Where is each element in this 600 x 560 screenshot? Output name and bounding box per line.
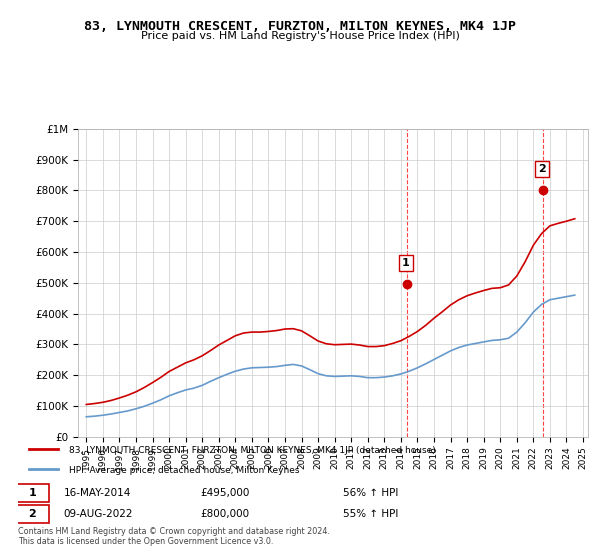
Text: Contains HM Land Registry data © Crown copyright and database right 2024.
This d: Contains HM Land Registry data © Crown c… [18,526,330,546]
Text: 83, LYNMOUTH CRESCENT, FURZTON, MILTON KEYNES, MK4 1JP (detached house): 83, LYNMOUTH CRESCENT, FURZTON, MILTON K… [70,446,436,455]
Text: 1: 1 [28,488,36,498]
Text: 83, LYNMOUTH CRESCENT, FURZTON, MILTON KEYNES, MK4 1JP: 83, LYNMOUTH CRESCENT, FURZTON, MILTON K… [84,20,516,32]
Text: 09-AUG-2022: 09-AUG-2022 [64,509,133,519]
Text: 56% ↑ HPI: 56% ↑ HPI [343,488,398,498]
FancyBboxPatch shape [15,484,49,502]
Text: 55% ↑ HPI: 55% ↑ HPI [343,509,398,519]
Text: £495,000: £495,000 [200,488,250,498]
Text: 2: 2 [538,164,546,174]
Text: £800,000: £800,000 [200,509,250,519]
Text: 1: 1 [402,258,410,268]
FancyBboxPatch shape [15,505,49,523]
Text: Price paid vs. HM Land Registry's House Price Index (HPI): Price paid vs. HM Land Registry's House … [140,31,460,41]
Text: 2: 2 [28,509,36,519]
Text: HPI: Average price, detached house, Milton Keynes: HPI: Average price, detached house, Milt… [70,466,300,475]
Text: 16-MAY-2014: 16-MAY-2014 [64,488,131,498]
